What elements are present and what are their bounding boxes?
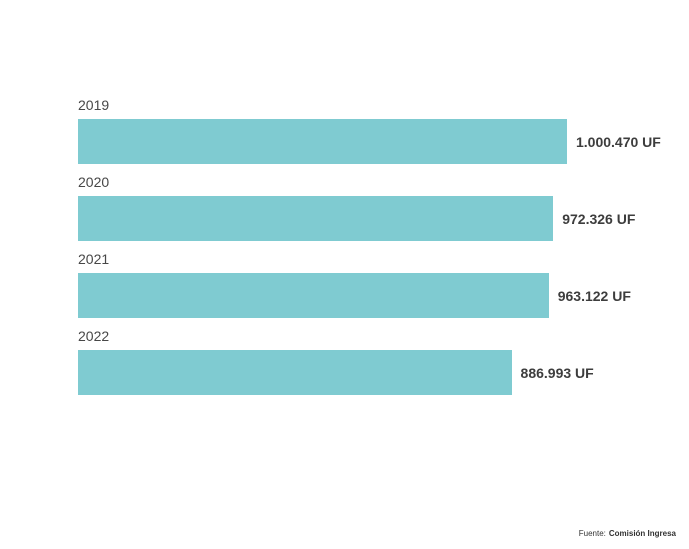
value-label: 972.326 UF: [562, 210, 636, 227]
source-name: Comisión Ingresa: [608, 529, 676, 538]
chart-row: 2021 963.122 UF: [78, 251, 678, 318]
chart-row: 2019 1.000.470 UF: [78, 97, 678, 164]
source-note: Fuente: Comisión Ingresa: [579, 529, 676, 538]
bar-row: 972.326 UF: [78, 196, 678, 241]
bar-row: 1.000.470 UF: [78, 119, 678, 164]
bar-row: 963.122 UF: [78, 273, 678, 318]
year-label: 2021: [78, 251, 110, 267]
bar: [78, 196, 554, 241]
value-label: 963.122 UF: [557, 287, 631, 304]
source-prefix: Fuente:: [578, 529, 606, 538]
value-label: 886.993 UF: [520, 364, 594, 381]
bar: [78, 350, 512, 395]
value-label: 1.000.470 UF: [576, 133, 661, 150]
bar-row: 886.993 UF: [78, 350, 678, 395]
chart-row: 2022 886.993 UF: [78, 328, 678, 395]
bar-chart: 2019 1.000.470 UF 2020 972.326 UF 2021 963.12…: [78, 97, 678, 405]
year-label: 2019: [78, 97, 110, 113]
bar: [78, 273, 549, 318]
year-label: 2022: [78, 328, 110, 344]
year-label: 2020: [78, 174, 110, 190]
bar: [78, 119, 567, 164]
chart-row: 2020 972.326 UF: [78, 174, 678, 241]
